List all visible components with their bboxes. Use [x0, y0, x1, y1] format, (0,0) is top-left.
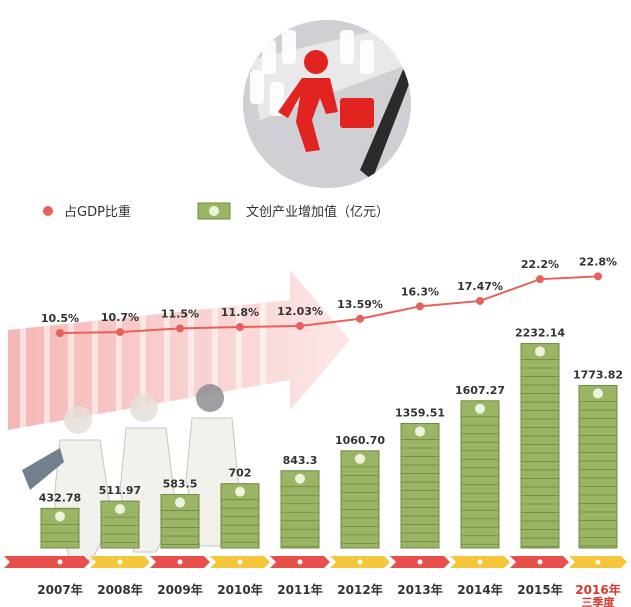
gdp-share-point [536, 275, 544, 284]
dollar-coin-icon [115, 504, 125, 515]
timeline-dot [357, 559, 363, 565]
legend: 占GDP比重 文创产业增加值（亿元） [43, 202, 389, 220]
year-tick-label: 2008年 [97, 582, 142, 597]
bar-value-label: 511.97 [99, 484, 141, 497]
walking-figure-icon [278, 50, 374, 152]
year-sublabel: 三季度 [582, 595, 616, 607]
dollar-coin-icon [355, 453, 365, 464]
bar-value-label: 583.5 [163, 478, 198, 491]
bar-value-label: 1359.51 [395, 406, 445, 419]
dollar-coin-icon [295, 473, 305, 484]
dollar-coin-icon [55, 511, 65, 522]
bar-value-label: 2232.14 [515, 327, 565, 340]
gdp-share-point [594, 272, 602, 281]
dollar-coin-icon [475, 403, 485, 414]
gdp-share-point [356, 314, 364, 323]
gdp-share-label: 13.59% [337, 298, 383, 311]
legend-dot-icon [43, 206, 53, 216]
timeline-dot [477, 559, 483, 565]
timeline: 2007年 2008年 2009年 2010年 2011年 2012年 2013年 2014年… [4, 556, 627, 607]
year-tick-label: 2009年 [157, 582, 202, 597]
bar-bill-stack [578, 385, 618, 549]
bar-value-label: 843.3 [283, 454, 318, 467]
dollar-coin-icon [235, 486, 245, 497]
bars: 432.78 511.97 583.5 702 843.3 1060.70 1359.51 1… [39, 327, 623, 549]
bar-bill-stack [520, 343, 560, 549]
gdp-share-label: 16.3% [401, 285, 439, 298]
gdp-share-label: 17.47% [457, 280, 503, 293]
dollar-coin-icon [535, 346, 545, 357]
year-tick-label: 2011年 [277, 582, 322, 597]
timeline-dot [177, 559, 183, 565]
gdp-share-label: 11.5% [161, 307, 199, 320]
bar-bill-stack [220, 483, 260, 549]
legend-gdp-share-label: 占GDP比重 [64, 204, 131, 220]
year-tick-label: 2010年 [217, 582, 262, 597]
background-arrow [8, 270, 350, 436]
year-tick-label: 2015年 [517, 582, 562, 597]
timeline-dot [417, 559, 423, 565]
dollar-coin-icon [175, 497, 185, 508]
hero-illustration [243, 20, 411, 188]
year-tick-label: 2012年 [337, 582, 382, 597]
gdp-share-label: 12.03% [277, 305, 323, 318]
gdp-share-label: 10.5% [41, 312, 79, 325]
bar-value-label: 1773.82 [573, 369, 623, 382]
gdp-share-point [56, 329, 64, 337]
gdp-share-label: 11.8% [221, 306, 259, 319]
gdp-share-label: 10.7% [101, 311, 139, 324]
gdp-share-point [236, 323, 244, 332]
timeline-dot [297, 559, 303, 565]
gdp-share-point [176, 324, 184, 333]
bar-bill-stack [400, 422, 440, 549]
bar-bill-stack [100, 500, 140, 549]
dollar-coin-icon [415, 426, 425, 437]
timeline-dot [117, 559, 123, 565]
bar-bill-stack [160, 494, 200, 549]
bar-bill-stack [280, 470, 320, 549]
bar-bill-stack [460, 400, 500, 549]
bar-value-label: 1607.27 [455, 384, 505, 397]
year-tick-label: 2016年 [575, 582, 620, 597]
timeline-dot [537, 559, 543, 565]
timeline-segment [4, 556, 90, 568]
gdp-share-label: 22.8% [579, 255, 617, 268]
gdp-share-point [296, 321, 304, 330]
timeline-dot [595, 559, 601, 565]
gdp-share-label: 22.2% [521, 258, 559, 271]
gdp-share-point [476, 296, 484, 305]
legend-value-added-label: 文创产业增加值（亿元） [246, 204, 389, 220]
dollar-coin-icon [593, 388, 603, 399]
bar-value-label: 1060.70 [335, 434, 385, 447]
bar-bill-stack [40, 507, 80, 549]
bar-bill-stack [340, 450, 380, 549]
gdp-share-line: 10.5% 10.7% 11.5% 11.8% 12.03% 13.59% 16.3% 17.… [41, 255, 617, 337]
gdp-share-point [116, 328, 124, 337]
timeline-dot [237, 559, 243, 565]
year-tick-label: 2007年 [37, 582, 82, 597]
bar-value-label: 432.78 [39, 491, 81, 504]
year-tick-label: 2014年 [457, 582, 502, 597]
bar-value-label: 702 [229, 467, 252, 480]
gdp-share-series-line [59, 275, 599, 334]
year-tick-label: 2013年 [397, 582, 442, 597]
timeline-dot [57, 559, 63, 565]
gdp-share-point [416, 302, 424, 311]
